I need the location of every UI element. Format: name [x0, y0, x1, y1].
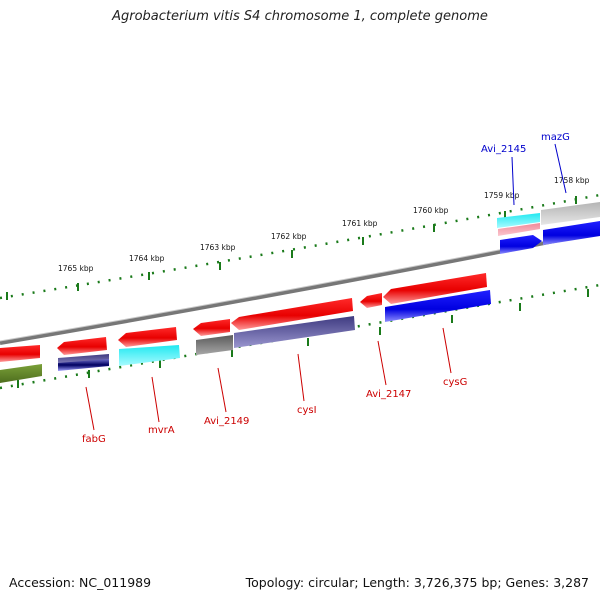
outer-major-ticks: [6, 196, 577, 300]
feature-fabg: [57, 337, 107, 355]
feature-avi2149-b: [196, 335, 233, 355]
gene-label-mvra: mvrA: [148, 425, 175, 436]
kbp-label-1762: 1762 kbp: [271, 232, 307, 241]
feature-mvra-b: [119, 345, 180, 366]
kbp-label-1758: 1758 kbp: [554, 176, 590, 185]
feature-mazg-pseudo: [541, 202, 600, 225]
reverse-gene-labels: [85, 327, 452, 431]
feature-avi2145-rna: [498, 223, 540, 236]
feature-avi2149: [193, 319, 230, 336]
feature-cysg: [385, 290, 491, 322]
kbp-label-1765: 1765 kbp: [58, 264, 94, 273]
gene-label-avi2147: Avi_2147: [366, 389, 411, 400]
feature-cysi: [231, 298, 353, 330]
forward-gene-labels: Avi_2145 mazG: [481, 132, 570, 206]
feature-avi2145: [497, 213, 540, 228]
feature-mvra: [118, 327, 177, 347]
feature-cysg-upper: [383, 273, 487, 304]
gene-label-mazg: mazG: [541, 132, 570, 143]
kbp-label-1760: 1760 kbp: [413, 206, 449, 215]
map-title: Agrobacterium vitis S4 chromosome 1, com…: [112, 9, 488, 24]
kbp-label-1763: 1763 kbp: [200, 243, 236, 252]
forward-features: [385, 202, 600, 322]
gene-label-cysg: cysG: [443, 377, 467, 388]
gene-label-avi2149: Avi_2149: [204, 416, 249, 427]
kbp-label-1759: 1759 kbp: [484, 191, 520, 200]
feature-blue-small: [500, 235, 542, 254]
gene-label-fabg: fabG: [82, 434, 106, 445]
inner-major-ticks: [17, 289, 589, 388]
kbp-label-1764: 1764 kbp: [129, 254, 165, 263]
accession-text: Accession: NC_011989: [9, 575, 152, 590]
gene-label-avi2145: Avi_2145: [481, 144, 526, 155]
topology-text: Topology: circular; Length: 3,726,375 bp…: [245, 575, 589, 590]
feature-cysi-b: [234, 316, 355, 348]
gene-label-cysi: cysI: [297, 405, 317, 416]
feature-avi2147: [360, 293, 382, 308]
reverse-features: [0, 273, 487, 383]
feature-left-olive: [0, 364, 42, 383]
kbp-label-1761: 1761 kbp: [342, 219, 378, 228]
feature-fabg-c: [58, 359, 109, 371]
feature-mazg: [543, 221, 600, 245]
feature-left-red: [0, 345, 40, 362]
